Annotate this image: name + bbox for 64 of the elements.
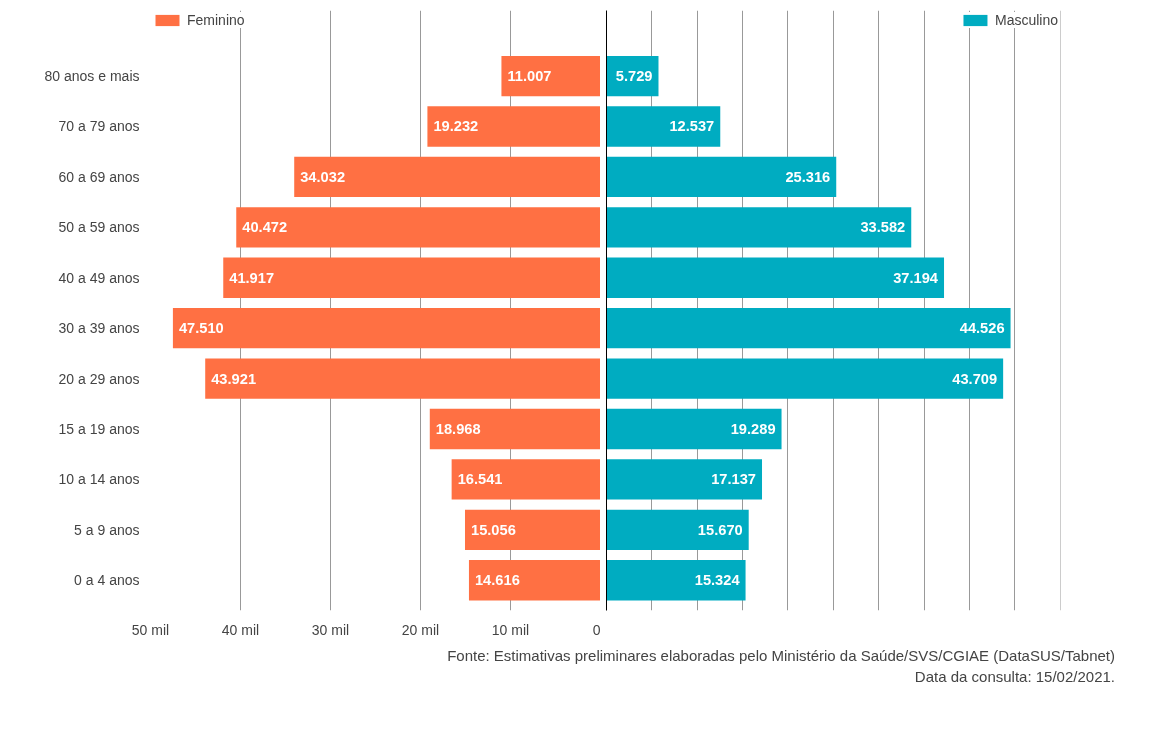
source-note: Fonte: Estimativas preliminares elaboradas pelo Ministério da Saúde/SVS/CGIAE (DataSUS/Tabnet) (447, 647, 1115, 664)
y-tick-label: 50 a 59 anos (58, 219, 140, 236)
data-label: 12.537 (669, 118, 715, 135)
data-label: 11.007 (507, 68, 552, 85)
x-tick-label: 20 mil (401, 621, 440, 638)
data-label: 43.921 (211, 370, 257, 387)
bar (606, 358, 1004, 399)
y-tick-label: 0 a 4 anos (74, 572, 140, 589)
bar (606, 207, 912, 248)
y-tick-label: 10 a 14 anos (58, 471, 140, 488)
data-label: 40.472 (242, 219, 288, 236)
bar (606, 156, 837, 198)
data-label: 17.137 (711, 471, 757, 488)
y-tick-label: 60 a 69 anos (58, 168, 140, 185)
bar (172, 307, 600, 349)
bar (451, 459, 600, 500)
legend-label: Feminino (187, 12, 245, 28)
y-tick-label: 30 a 39 anos (58, 320, 140, 337)
y-tick-label: 5 a 9 anos (74, 521, 140, 538)
y-tick-label: 70 a 79 anos (58, 118, 140, 135)
bar (606, 459, 763, 500)
data-label: 16.541 (457, 471, 503, 488)
data-label: 43.709 (952, 370, 998, 387)
data-label: 15.324 (694, 572, 741, 589)
bar (429, 408, 600, 450)
x-tick-label: 50 mil (131, 621, 170, 638)
x-tick-label: 0 (592, 621, 601, 638)
data-label: 18.968 (435, 420, 481, 437)
data-label: 14.616 (474, 572, 520, 589)
data-label: 33.582 (860, 219, 906, 236)
y-tick-label: 40 a 49 anos (58, 269, 140, 286)
data-label: 19.232 (433, 118, 479, 135)
bar (606, 408, 782, 450)
data-label: 15.056 (471, 521, 516, 538)
data-label: 15.670 (697, 521, 743, 538)
x-tick-label: 40 mil (221, 621, 260, 638)
data-label: 47.510 (178, 320, 224, 337)
bar (501, 55, 600, 97)
bar (465, 509, 600, 550)
y-tick-label: 80 anos e mais (44, 68, 140, 85)
data-label: 44.526 (959, 320, 1005, 337)
y-tick-label: 20 a 29 anos (58, 370, 140, 387)
bar (606, 560, 746, 601)
bar (606, 106, 721, 147)
bar (223, 257, 600, 298)
bar (468, 560, 600, 601)
bar (606, 307, 1011, 349)
y-tick-label: 15 a 19 anos (58, 420, 140, 437)
data-label: 5.729 (615, 68, 653, 85)
bar (606, 257, 945, 298)
bar (427, 106, 600, 147)
data-label: 41.917 (229, 269, 275, 286)
bar (205, 358, 600, 399)
data-label: 37.194 (893, 269, 939, 286)
data-label: 34.032 (300, 168, 346, 185)
text: Data da consulta: 15/02/2021. (914, 668, 1115, 686)
x-tick-label: 30 mil (311, 621, 350, 638)
bar (236, 207, 600, 248)
data-label: 25.316 (785, 168, 831, 185)
x-tick-label: 10 mil (491, 621, 530, 638)
bar (294, 156, 600, 198)
data-label: 19.289 (730, 420, 776, 437)
bar (606, 509, 749, 550)
legend-label: Masculino (994, 12, 1058, 28)
